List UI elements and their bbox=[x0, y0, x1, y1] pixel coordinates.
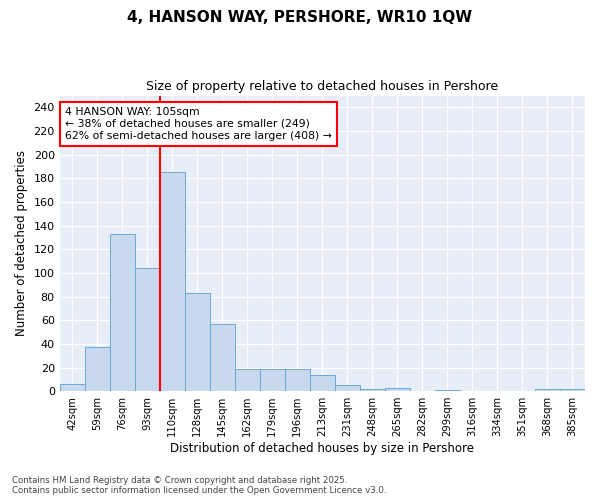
Bar bbox=[385, 388, 410, 391]
Text: 4 HANSON WAY: 105sqm
← 38% of detached houses are smaller (249)
62% of semi-deta: 4 HANSON WAY: 105sqm ← 38% of detached h… bbox=[65, 108, 332, 140]
Bar bbox=[310, 374, 335, 391]
Bar bbox=[210, 324, 235, 391]
Bar bbox=[160, 172, 185, 391]
Bar bbox=[285, 368, 310, 391]
Bar bbox=[110, 234, 135, 391]
Bar bbox=[235, 368, 260, 391]
Bar bbox=[435, 390, 460, 391]
Title: Size of property relative to detached houses in Pershore: Size of property relative to detached ho… bbox=[146, 80, 499, 93]
X-axis label: Distribution of detached houses by size in Pershore: Distribution of detached houses by size … bbox=[170, 442, 475, 455]
Bar bbox=[59, 384, 85, 391]
Y-axis label: Number of detached properties: Number of detached properties bbox=[15, 150, 28, 336]
Bar bbox=[560, 389, 585, 391]
Bar bbox=[360, 389, 385, 391]
Bar bbox=[85, 348, 110, 391]
Bar bbox=[135, 268, 160, 391]
Text: 4, HANSON WAY, PERSHORE, WR10 1QW: 4, HANSON WAY, PERSHORE, WR10 1QW bbox=[127, 10, 473, 25]
Bar bbox=[535, 389, 560, 391]
Bar bbox=[260, 368, 285, 391]
Text: Contains HM Land Registry data © Crown copyright and database right 2025.
Contai: Contains HM Land Registry data © Crown c… bbox=[12, 476, 386, 495]
Bar bbox=[335, 386, 360, 391]
Bar bbox=[185, 293, 210, 391]
